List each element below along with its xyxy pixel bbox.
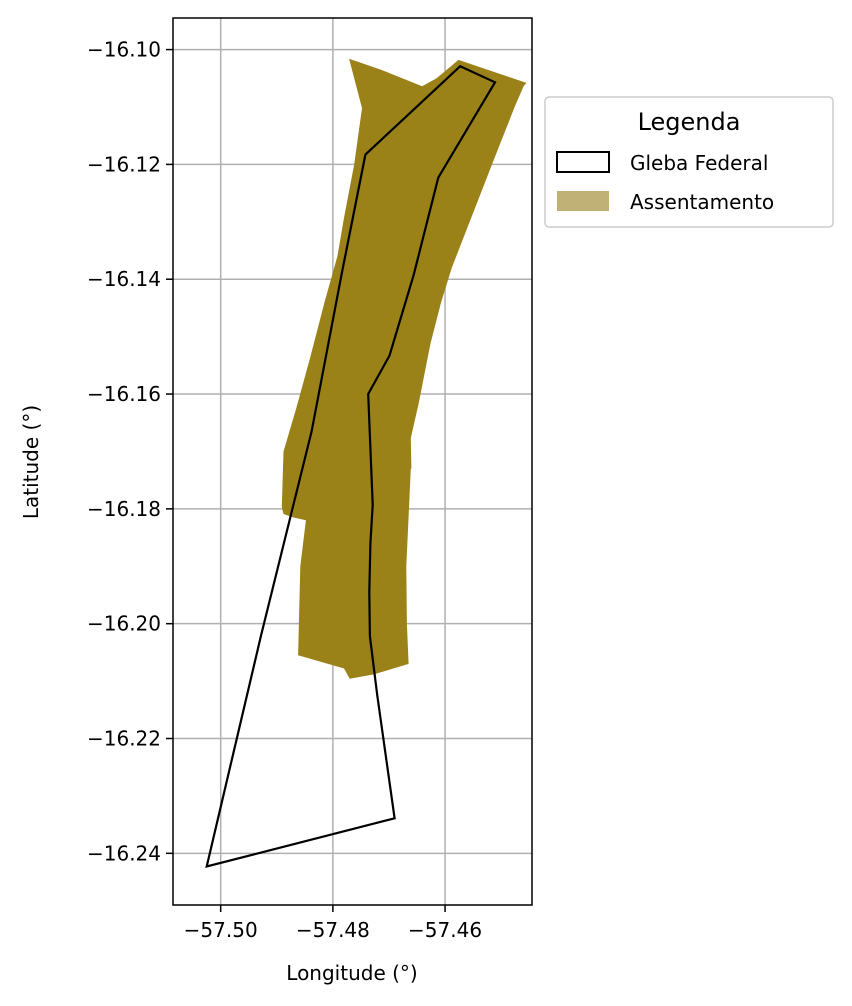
- y-tick-label-6: −16.22: [87, 727, 161, 751]
- legend-frame: [544, 96, 834, 228]
- x-tick-label-1: −57.48: [296, 918, 370, 942]
- legend-label-gleba-federal: Gleba Federal: [630, 151, 768, 175]
- polygon-gleba-federal: [205, 64, 497, 869]
- y-tick-label-4: −16.18: [87, 497, 161, 521]
- legend-swatch-gleba-federal: [556, 151, 610, 173]
- y-tick-label-1: −16.12: [87, 152, 161, 176]
- y-tick-label-7: −16.24: [87, 841, 161, 865]
- polygon-assentamento: [281, 58, 527, 679]
- plot-frame: [172, 17, 533, 906]
- x-axis-label: Longitude (°): [286, 961, 417, 985]
- legend: Legenda Gleba Federal Assentamento: [544, 96, 834, 228]
- map-layers: [205, 58, 527, 869]
- y-tick-label-3: −16.16: [87, 382, 161, 406]
- y-axis-label: Latitude (°): [19, 405, 43, 519]
- x-tick-label-0: −57.50: [184, 918, 258, 942]
- y-tick-label-2: −16.14: [87, 267, 161, 291]
- legend-label-assentamento: Assentamento: [630, 190, 774, 214]
- legend-swatch-assentamento: [557, 191, 609, 211]
- y-tick-label-5: −16.20: [87, 612, 161, 636]
- x-axis-ticks: −57.50 −57.48 −57.46: [184, 905, 482, 942]
- y-axis-ticks: −16.10 −16.12 −16.14 −16.16 −16.18 −16.20 −16.…: [87, 38, 173, 865]
- x-tick-label-2: −57.46: [408, 918, 482, 942]
- y-tick-label-0: −16.10: [87, 38, 161, 62]
- legend-title: Legenda: [638, 108, 741, 136]
